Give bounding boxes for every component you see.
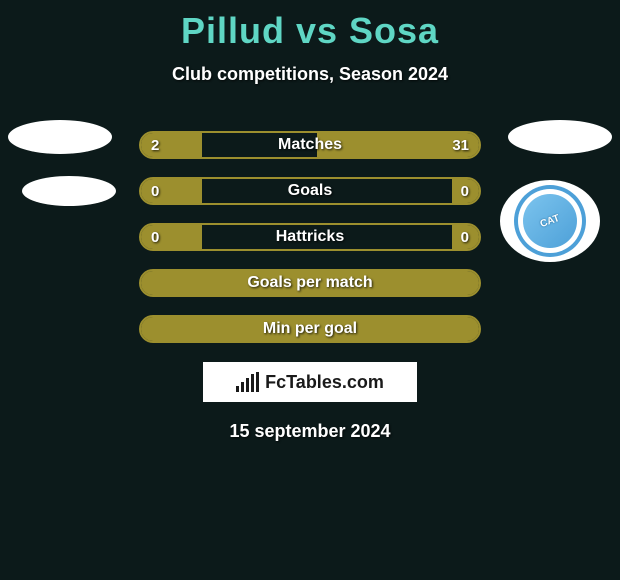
cat-logo-inner: CAT [523, 194, 577, 248]
stat-right-value: 31 [452, 133, 469, 157]
bars-icon [236, 372, 259, 392]
footer-logo-text: FcTables.com [265, 372, 384, 393]
footer-date: 15 september 2024 [0, 421, 620, 442]
stat-row-hattricks: 0 Hattricks 0 [139, 223, 481, 251]
stat-label: Goals [141, 179, 479, 203]
stat-row-matches: 2 Matches 31 [139, 131, 481, 159]
stat-row-goals-per-match: Goals per match [139, 269, 481, 297]
stat-label: Min per goal [141, 317, 479, 341]
player1-name: Pillud [181, 10, 285, 51]
cat-logo-text: CAT [539, 212, 561, 229]
vs-text: vs [296, 10, 338, 51]
right-badge-1 [508, 120, 612, 154]
stat-row-goals: 0 Goals 0 [139, 177, 481, 205]
comparison-title: Pillud vs Sosa [0, 0, 620, 52]
stat-label: Goals per match [141, 271, 479, 295]
stat-right-value: 0 [461, 225, 469, 249]
footer-logo: FcTables.com [202, 361, 418, 403]
stat-label: Hattricks [141, 225, 479, 249]
right-team-badge: CAT [500, 180, 600, 262]
cat-logo-outer: CAT [514, 185, 586, 257]
stat-row-min-per-goal: Min per goal [139, 315, 481, 343]
stat-right-value: 0 [461, 179, 469, 203]
left-badge-2 [22, 176, 116, 206]
stat-label: Matches [141, 133, 479, 157]
stats-container: 2 Matches 31 0 Goals 0 0 Hattricks 0 Goa… [139, 131, 481, 343]
subtitle: Club competitions, Season 2024 [0, 64, 620, 85]
left-badge-1 [8, 120, 112, 154]
player2-name: Sosa [349, 10, 439, 51]
